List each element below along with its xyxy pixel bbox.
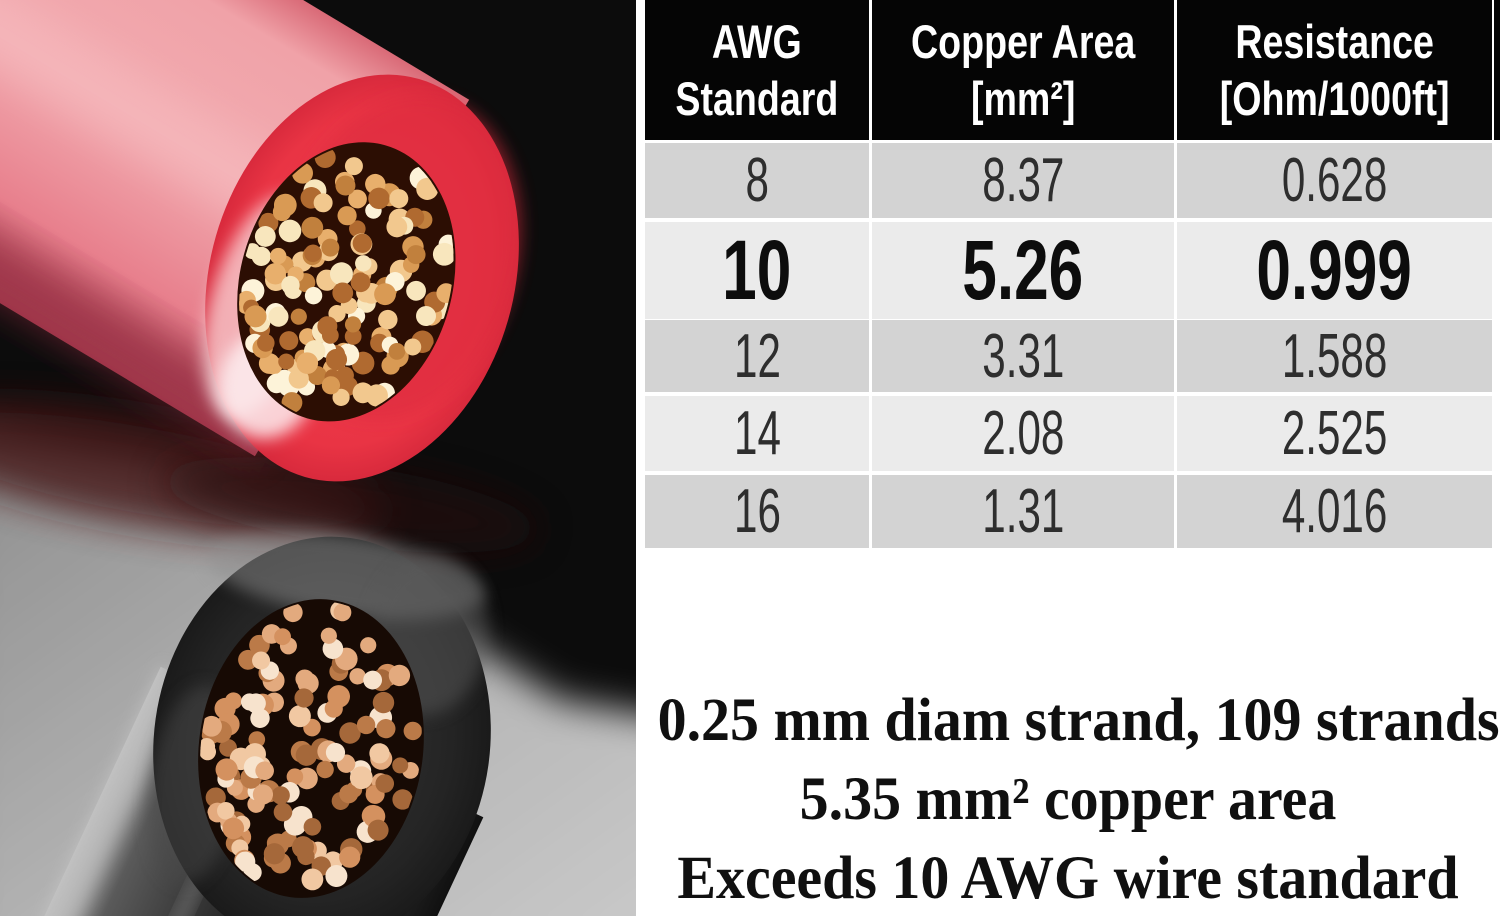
- table-cell-copper_area: 5.26: [872, 222, 1174, 319]
- cell-value: 10: [722, 223, 792, 317]
- table-row-awg-10: 10 5.26 0.999: [645, 222, 1500, 319]
- cell-value: 0.999: [1256, 223, 1413, 317]
- table-cell-awg: 16: [645, 475, 869, 548]
- cell-value: 2.525: [1281, 399, 1388, 468]
- header-line: AWG: [712, 15, 802, 68]
- cable-photo: [0, 0, 700, 916]
- cell-value: 8: [745, 146, 769, 215]
- table-cell-awg: 8: [645, 143, 869, 218]
- table-cell-resistance: 0.999: [1177, 222, 1492, 319]
- cell-value: 1.588: [1281, 321, 1388, 391]
- red-cable: [0, 0, 522, 482]
- summary-line-standard: Exceeds 10 AWG wire standard: [677, 845, 1459, 912]
- table-cell-resistance: 0.628: [1177, 143, 1492, 218]
- table-row-awg-16: 16 1.31 4.016: [645, 475, 1500, 548]
- awg-comparison-table: AWG Standard Copper Area [mm²] Resistanc…: [645, 0, 1500, 548]
- black-cable: [0, 531, 491, 916]
- header-line: Standard: [675, 72, 839, 125]
- cell-value: 16: [733, 477, 781, 546]
- cell-value: 2.08: [981, 399, 1065, 468]
- column-header-copper-area: Copper Area [mm²]: [872, 0, 1174, 140]
- table-cell-resistance: 2.525: [1177, 396, 1492, 471]
- table-row-awg-8: 8 8.37 0.628: [645, 143, 1500, 218]
- table-cell-resistance: 4.016: [1177, 475, 1492, 548]
- cell-value: 12: [733, 321, 781, 391]
- cell-value: 5.26: [962, 223, 1084, 317]
- table-row-awg-14: 14 2.08 2.525: [645, 396, 1500, 471]
- table-row-awg-12: 12 3.31 1.588: [645, 320, 1500, 392]
- spec-panel: AWG Standard Copper Area [mm²] Resistanc…: [636, 0, 1500, 916]
- table-cell-resistance: 1.588: [1177, 320, 1492, 392]
- cell-value: 1.31: [981, 477, 1065, 546]
- column-header-resistance: Resistance [Ohm/1000ft]: [1177, 0, 1492, 140]
- table-cell-copper_area: 3.31: [872, 320, 1174, 392]
- red-copper-strands: [237, 146, 459, 413]
- header-line: Resistance: [1235, 15, 1434, 68]
- summary-text: 0.25 mm diam strand, 109 strands 5.35 mm…: [636, 681, 1500, 916]
- header-line: [Ohm/1000ft]: [1219, 72, 1450, 125]
- header-line: Copper Area: [910, 15, 1136, 68]
- table-cell-copper_area: 8.37: [872, 143, 1174, 218]
- table-cell-awg: 14: [645, 396, 869, 471]
- summary-line-strands: 0.25 mm diam strand, 109 strands: [657, 687, 1500, 754]
- cell-value: 4.016: [1281, 477, 1388, 546]
- table-body: 8 8.37 0.628 10 5.26 0.999 12 3.31 1.588 14 2.08 2.…: [645, 143, 1500, 548]
- cell-value: 3.31: [981, 321, 1065, 391]
- header-line: [mm²]: [970, 72, 1076, 125]
- table-cell-awg: 12: [645, 320, 869, 392]
- table-header-row: AWG Standard Copper Area [mm²] Resistanc…: [645, 0, 1500, 140]
- cell-value: 8.37: [981, 146, 1065, 215]
- black-copper-strands: [198, 600, 423, 891]
- table-right-border: [1494, 0, 1500, 140]
- cell-value: 0.628: [1281, 146, 1388, 215]
- summary-line-copper-area: 5.35 mm² copper area: [799, 766, 1337, 833]
- table-cell-copper_area: 2.08: [872, 396, 1174, 471]
- column-header-awg: AWG Standard: [645, 0, 869, 140]
- cable-photo-art: [0, 0, 700, 916]
- table-cell-copper_area: 1.31: [872, 475, 1174, 548]
- table-cell-awg: 10: [645, 222, 869, 319]
- cell-value: 14: [733, 399, 781, 468]
